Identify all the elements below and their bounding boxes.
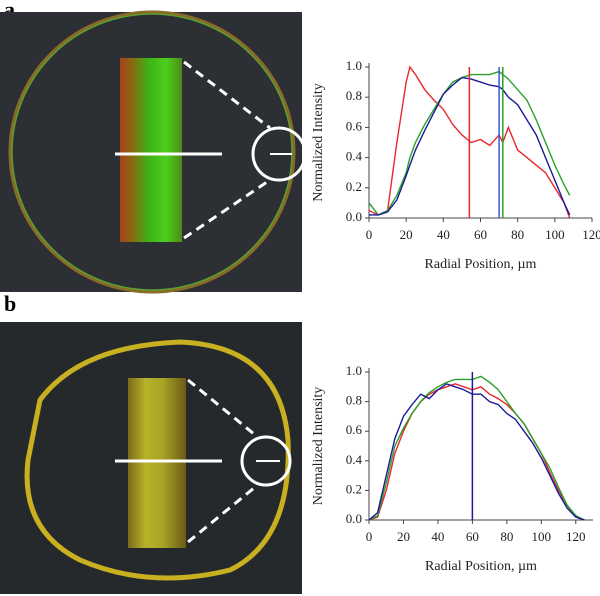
y-tick-label: 0.8: [346, 88, 362, 103]
y-axis-title: Normalized Intensity: [311, 387, 326, 506]
panel-label: b: [4, 291, 16, 316]
x-axis-title: Radial Position, µm: [425, 257, 537, 272]
x-tick-label: 60: [466, 529, 479, 544]
x-tick-label: 40: [437, 227, 450, 242]
y-tick-label: 0.4: [346, 452, 363, 467]
panel-label: a: [4, 0, 15, 22]
y-tick-label: 0.6: [346, 422, 363, 437]
y-tick-label: 0.0: [346, 209, 362, 224]
data-line: [369, 76, 571, 216]
y-tick-label: 0.8: [346, 393, 362, 408]
x-axis-title: Radial Position, µm: [425, 559, 537, 574]
y-tick-label: 0.4: [346, 149, 363, 164]
x-tick-label: 0: [366, 227, 373, 242]
micrograph-a: [0, 10, 307, 294]
x-tick-label: 120: [582, 227, 600, 242]
y-tick-label: 0.0: [346, 511, 362, 526]
x-tick-label: 20: [400, 227, 413, 242]
x-tick-label: 120: [566, 529, 586, 544]
data-line: [368, 65, 571, 219]
x-tick-label: 80: [511, 227, 524, 242]
y-axis-title: Normalized Intensity: [311, 83, 326, 202]
y-tick-label: 0.6: [346, 118, 363, 133]
x-tick-label: 100: [545, 227, 565, 242]
data-line: [368, 383, 585, 521]
data-line: [368, 383, 585, 521]
y-tick-label: 1.0: [346, 363, 362, 378]
x-tick-label: 100: [532, 529, 552, 544]
x-tick-label: 80: [500, 529, 513, 544]
data-line: [368, 375, 585, 521]
y-tick-label: 0.2: [346, 179, 362, 194]
micrograph-b: [0, 322, 302, 594]
y-tick-label: 0.2: [346, 481, 362, 496]
y-tick-label: 1.0: [346, 58, 362, 73]
x-tick-label: 60: [474, 227, 487, 242]
x-tick-label: 40: [431, 529, 444, 544]
x-tick-label: 0: [366, 529, 373, 544]
data-line: [368, 70, 571, 216]
x-tick-label: 20: [397, 529, 410, 544]
